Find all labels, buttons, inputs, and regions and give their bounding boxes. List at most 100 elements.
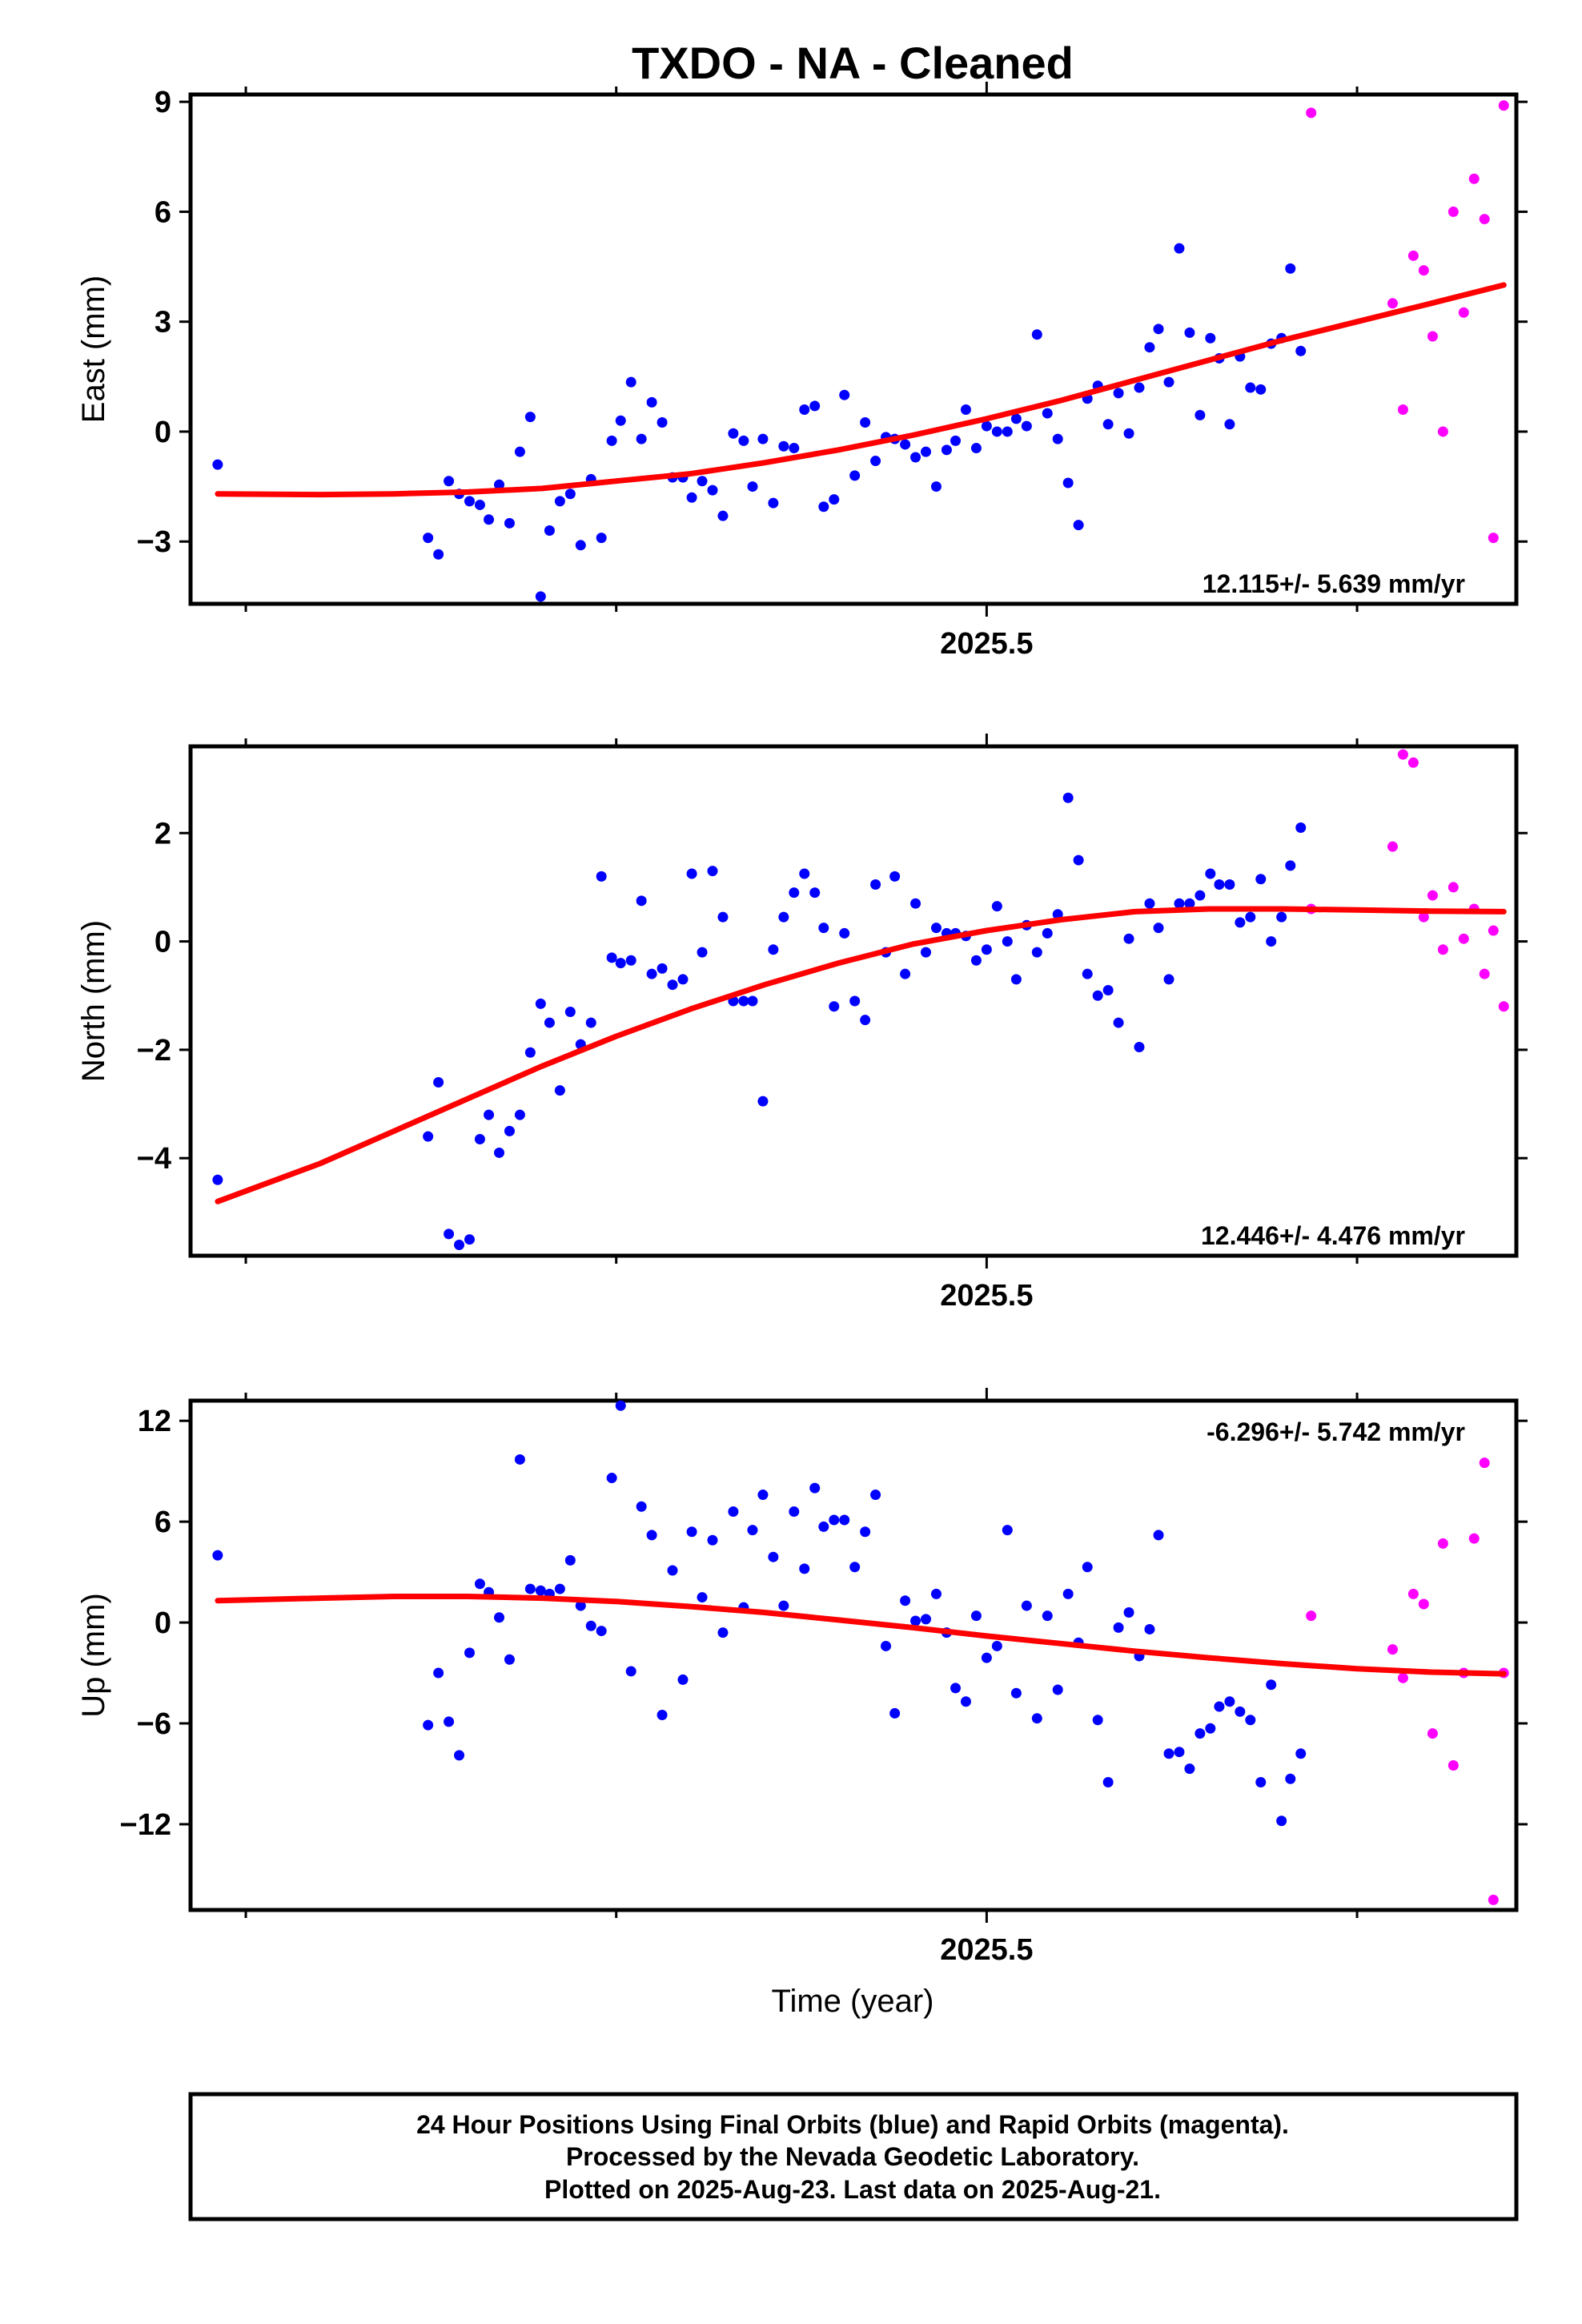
up-final-point	[1276, 1815, 1287, 1827]
up-final-point	[1245, 1715, 1256, 1726]
east-ytick-label: −3	[137, 525, 171, 559]
north-final-point	[1285, 860, 1296, 871]
north-final-point	[1235, 917, 1246, 928]
east-rapid-point	[1479, 214, 1490, 225]
up-final-point	[646, 1530, 657, 1541]
north-final-point	[677, 974, 689, 985]
up-final-point	[677, 1674, 689, 1685]
east-final-point	[960, 404, 971, 415]
north-final-point	[889, 870, 901, 882]
north-final-point	[493, 1147, 504, 1158]
up-panel: −12 −6 0 6 12 2025.5 Up (mm) -6.296+/- 5.742 mm…	[76, 1388, 1528, 1967]
north-rate-label: 12.446+/- 4.476 mm/yr	[1201, 1221, 1465, 1250]
up-final-point	[860, 1526, 871, 1538]
north-rapid-point	[1447, 882, 1459, 893]
up-final-point	[1255, 1776, 1267, 1787]
up-final-point	[960, 1696, 971, 1707]
up-final-point	[423, 1719, 434, 1731]
up-rapid-point	[1418, 1598, 1429, 1610]
north-final-point	[1195, 890, 1206, 901]
north-final-point	[1276, 911, 1287, 923]
north-ytick-label: −2	[137, 1034, 171, 1068]
up-final-point	[768, 1551, 779, 1562]
footer-box: 24 Hour Positions Using Final Orbits (bl…	[188, 2092, 1519, 2221]
north-y-axis-label: North (mm)	[76, 920, 111, 1082]
up-final-point	[585, 1620, 596, 1631]
up-final-point	[464, 1647, 475, 1659]
up-rapid-point	[1306, 1610, 1317, 1622]
east-final-point	[1224, 419, 1235, 430]
east-final-point	[444, 476, 455, 487]
north-final-point	[1224, 879, 1235, 891]
east-final-point	[900, 439, 911, 450]
up-final-point	[504, 1654, 515, 1665]
up-ytick-label: −6	[137, 1707, 171, 1741]
north-rapid-point	[1407, 757, 1419, 768]
north-final-point	[900, 968, 911, 979]
up-final-point	[1285, 1773, 1296, 1784]
east-final-point	[1123, 428, 1134, 439]
up-final-point	[1113, 1622, 1124, 1633]
east-final-point	[1163, 376, 1174, 388]
north-final-point	[444, 1228, 455, 1240]
east-final-point	[554, 496, 565, 507]
up-y-axis-label: Up (mm)	[76, 1593, 111, 1718]
up-final-point	[717, 1627, 729, 1638]
up-final-point	[212, 1550, 223, 1561]
up-rapid-point	[1447, 1759, 1459, 1771]
east-final-point	[646, 396, 657, 408]
east-final-point	[1153, 324, 1164, 335]
up-final-point	[757, 1490, 769, 1501]
east-final-point	[484, 514, 495, 525]
up-final-point	[1144, 1623, 1155, 1634]
east-final-point	[697, 476, 708, 487]
east-final-point	[950, 435, 962, 446]
up-final-point	[809, 1482, 821, 1494]
north-final-point	[970, 955, 982, 966]
north-final-point	[484, 1109, 495, 1120]
east-final-point	[504, 517, 515, 529]
east-final-point	[615, 415, 626, 426]
north-final-point	[717, 911, 729, 923]
north-final-point	[991, 901, 1002, 912]
north-final-point	[1062, 792, 1074, 803]
up-final-point	[1002, 1525, 1013, 1536]
east-final-point	[860, 417, 871, 428]
east-final-point	[596, 533, 607, 544]
up-final-point	[1153, 1530, 1164, 1541]
up-rapid-point	[1488, 1894, 1499, 1905]
north-final-point	[818, 923, 829, 934]
north-final-point	[544, 1017, 555, 1028]
north-final-point	[667, 979, 678, 991]
north-rapid-point	[1437, 944, 1448, 955]
east-final-point	[1205, 332, 1216, 344]
x-axis-label: Time (year)	[772, 1984, 934, 2019]
east-rapid-point	[1418, 265, 1429, 276]
up-final-point	[564, 1554, 576, 1566]
up-ytick-label: 0	[155, 1606, 171, 1640]
north-final-point	[839, 927, 850, 939]
up-final-point	[920, 1614, 931, 1625]
east-final-point	[474, 499, 485, 510]
east-rapid-point	[1306, 107, 1317, 119]
north-final-point	[535, 998, 546, 1009]
up-final-point	[778, 1600, 789, 1611]
up-final-point	[1174, 1747, 1185, 1758]
east-rapid-point	[1447, 206, 1459, 217]
up-rapid-point	[1397, 1672, 1408, 1683]
up-final-point	[1205, 1723, 1216, 1734]
up-final-point	[950, 1683, 962, 1694]
up-rapid-point	[1468, 1533, 1480, 1544]
east-final-point	[707, 485, 718, 496]
east-final-point	[575, 540, 586, 551]
east-final-point	[1031, 329, 1042, 340]
north-final-point	[910, 898, 921, 909]
north-final-point	[1031, 947, 1042, 958]
up-final-point	[789, 1506, 800, 1518]
east-rapid-point	[1397, 404, 1408, 415]
north-final-point	[656, 963, 668, 974]
north-final-point	[646, 968, 657, 979]
north-final-point	[1002, 936, 1013, 947]
east-final-point	[656, 417, 668, 428]
north-ytick-label: 0	[155, 926, 171, 959]
